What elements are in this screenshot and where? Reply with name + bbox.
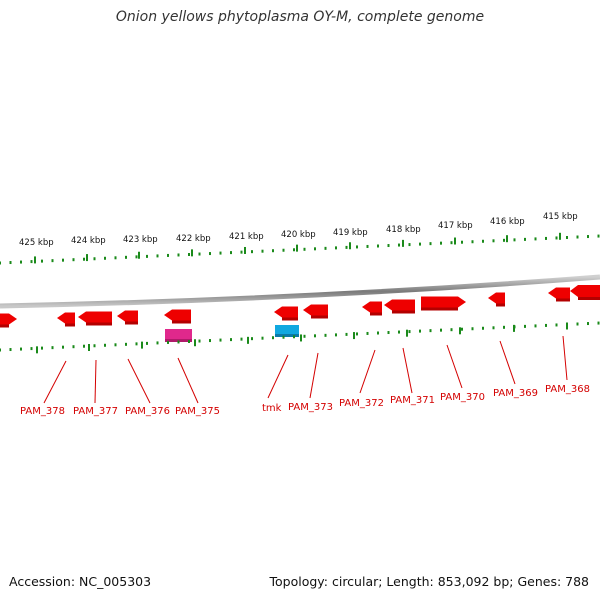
scale-label: 421 kbp (229, 232, 264, 242)
leader-line (267, 354, 289, 399)
scale-label: 419 kbp (333, 228, 368, 238)
gene-label[interactable]: PAM_377 (73, 406, 118, 417)
scale-label: 425 kbp (19, 238, 54, 248)
rna-feature-cyan[interactable] (275, 325, 299, 337)
upper-tick-track (0, 232, 600, 265)
map-title: Onion yellows phytoplasma OY-M, complete… (115, 9, 485, 25)
scale-label: 424 kbp (71, 236, 106, 246)
gene-arrow[interactable] (570, 285, 600, 300)
gene-label[interactable]: PAM_370 (440, 392, 485, 403)
gene-label-track: PAM_378 PAM_377 PAM_376 PAM_375 tmk PAM_373 PA… (20, 335, 590, 417)
gene-arrow[interactable] (164, 309, 191, 324)
scale-label: 415 kbp (543, 212, 578, 222)
lower-tick-track (0, 321, 600, 354)
leader-line (309, 352, 319, 399)
leader-line (127, 358, 151, 404)
gene-label[interactable]: PAM_376 (125, 406, 170, 417)
gene-track (0, 285, 600, 342)
gene-label[interactable]: PAM_371 (390, 395, 435, 406)
scale-labels: 425 kbp 424 kbp 423 kbp 422 kbp 421 kbp 420 k… (19, 212, 578, 248)
leader-line (562, 335, 568, 381)
genome-backbone (0, 274, 600, 309)
gene-arrow[interactable] (117, 310, 138, 325)
scale-label: 418 kbp (386, 225, 421, 235)
gene-arrow[interactable] (421, 296, 466, 311)
gene-label[interactable]: PAM_378 (20, 406, 65, 417)
leader-line (177, 357, 199, 404)
leader-line (446, 344, 463, 389)
scale-label: 423 kbp (123, 235, 158, 245)
leader-line (43, 360, 67, 404)
leader-line (499, 340, 516, 385)
gene-arrow[interactable] (274, 306, 298, 321)
leader-line (402, 347, 413, 394)
gene-arrow[interactable] (0, 313, 17, 328)
gene-arrow[interactable] (362, 301, 382, 316)
gene-arrow[interactable] (57, 312, 75, 327)
gene-label[interactable]: PAM_375 (175, 406, 220, 417)
leader-line (359, 349, 376, 394)
gene-label[interactable]: PAM_372 (339, 398, 384, 409)
gene-arrow[interactable] (548, 287, 570, 302)
gene-label[interactable]: tmk (262, 403, 282, 414)
gene-label[interactable]: PAM_369 (493, 388, 538, 399)
leader-line (94, 359, 97, 404)
scale-label: 416 kbp (490, 217, 525, 227)
accession-text: Accession: NC_005303 (9, 574, 152, 589)
scale-label: 422 kbp (176, 234, 211, 244)
genome-summary-text: Topology: circular; Length: 853,092 bp; … (269, 574, 590, 589)
scale-label: 417 kbp (438, 221, 473, 231)
gene-arrow[interactable] (303, 304, 328, 319)
gene-label[interactable]: PAM_373 (288, 402, 333, 413)
rna-feature-pink[interactable] (165, 329, 192, 342)
gene-arrow[interactable] (488, 292, 505, 307)
scale-label: 420 kbp (281, 230, 316, 240)
gene-arrow[interactable] (384, 299, 415, 314)
gene-label[interactable]: PAM_368 (545, 384, 590, 395)
gene-arrow[interactable] (78, 311, 112, 326)
